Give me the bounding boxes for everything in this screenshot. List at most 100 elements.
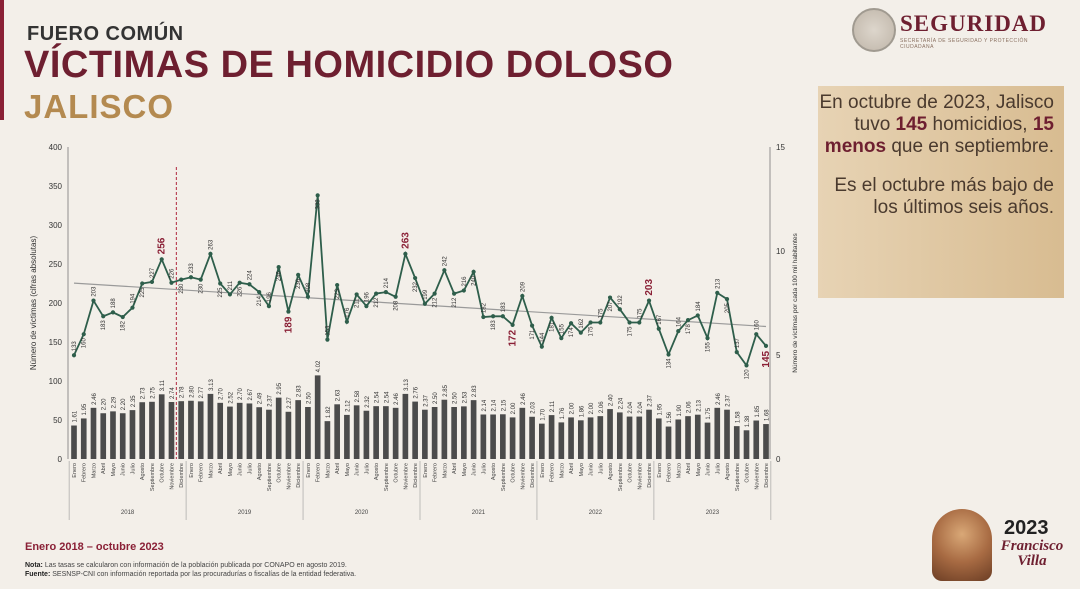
rate-bar: [207, 393, 214, 459]
rate-bar: [607, 409, 613, 459]
month-tick-label: Febrero: [82, 463, 88, 482]
rate-bar-label: 2.54: [375, 391, 381, 403]
rate-bar-label: 2.06: [687, 401, 693, 413]
point-label: 230: [199, 283, 205, 294]
rate-bar-label: 2.54: [384, 391, 390, 403]
absolute-point: [305, 294, 311, 299]
absolute-point: [481, 314, 486, 320]
rate-bar-label: 2.49: [258, 392, 264, 404]
rate-bar-label: 2.52: [228, 391, 234, 403]
point-label: 246: [277, 270, 283, 281]
month-tick-label: Julio: [130, 463, 136, 474]
rate-bar: [295, 400, 301, 459]
point-label: 167: [657, 314, 663, 325]
rate-bar-label: 3.13: [209, 379, 215, 391]
absolute-point: [432, 291, 437, 296]
month-tick-label: Octubre: [745, 463, 751, 483]
rate-bar-label: 2.00: [589, 402, 595, 414]
rate-bar-label: 2.77: [199, 386, 205, 398]
point-label: 216: [462, 276, 468, 287]
rate-bar-label: 1.76: [560, 407, 566, 419]
month-tick-label: Junio: [121, 463, 127, 476]
point-label: 181: [550, 321, 556, 332]
rate-bar-label: 2.46: [716, 392, 722, 404]
rate-bar: [548, 415, 555, 459]
absolute-point: [383, 289, 388, 295]
highlight-label: 256: [157, 237, 168, 254]
point-label: 240: [472, 275, 478, 286]
absolute-point: [296, 272, 301, 278]
rate-bar-label: 1.38: [745, 415, 751, 427]
month-tick-label: Mayo: [345, 463, 351, 476]
rate-bar-label: 4.02: [316, 360, 322, 372]
rate-bar: [704, 422, 711, 459]
rate-bar-label: 2.95: [277, 382, 283, 394]
absolute-point: [744, 363, 749, 368]
rate-bar: [178, 401, 185, 459]
month-tick-label: Abril: [569, 463, 575, 474]
state-name: JALISCO: [24, 88, 175, 125]
absolute-point: [627, 320, 632, 325]
rate-bar: [197, 401, 204, 459]
month-tick-label: Septiembre: [735, 463, 741, 491]
month-tick-label: Agosto: [257, 463, 263, 480]
point-label: 133: [72, 341, 78, 352]
month-tick-label: Octubre: [628, 463, 634, 483]
rate-bar-label: 2.15: [501, 399, 507, 411]
homicide-chart: 0 50 100 150 200 250 300 350 400 0 5 10 15 Número de …: [29, 143, 799, 520]
point-label: 155: [706, 341, 712, 352]
point-label: 192: [618, 295, 624, 306]
rate-bar-label: 2.74: [170, 387, 176, 399]
rate-bar-label: 2.83: [297, 385, 303, 397]
point-label: 144: [540, 332, 546, 343]
point-label: 176: [345, 307, 351, 318]
point-label: 164: [676, 316, 682, 327]
rate-bar-label: 2.20: [121, 398, 127, 410]
point-label: 212: [433, 297, 439, 308]
rate-bar-label: 2.73: [141, 387, 147, 399]
rate-bar: [675, 419, 682, 459]
point-label: 199: [423, 289, 429, 300]
rate-bar-label: 2.06: [599, 401, 605, 413]
left-tick-label: 0: [58, 455, 63, 464]
absolute-point: [598, 320, 603, 325]
rate-bar-label: 2.27: [287, 396, 293, 408]
absolute-point: [559, 336, 564, 341]
rate-bar: [353, 405, 360, 459]
month-tick-label: Enero: [423, 463, 429, 478]
rate-bar-label: 2.53: [462, 391, 468, 403]
rate-bar-label: 2.83: [472, 385, 478, 397]
callout-difference: 15 menos: [824, 114, 1054, 157]
rate-bar: [217, 402, 224, 459]
y-right-label: Número de víctimas por cada 100 mil habi…: [792, 233, 799, 373]
month-tick-label: Febrero: [550, 463, 556, 482]
rate-bar-label: 2.00: [511, 402, 517, 414]
rate-bar-label: 2.37: [726, 394, 732, 406]
left-tick-label: 300: [49, 221, 63, 230]
rate-bar-label: 1.95: [657, 403, 663, 415]
absolute-point: [179, 277, 184, 282]
rate-bar-label: 2.40: [609, 394, 615, 406]
absolute-point: [471, 269, 476, 274]
month-tick-label: Marzo: [91, 463, 97, 478]
rate-bar: [275, 397, 282, 459]
rate-bar-label: 1.61: [73, 410, 79, 422]
rate-bar-label: 2.20: [102, 398, 108, 410]
callout-october-value: 145: [895, 114, 928, 135]
rate-bar: [149, 401, 155, 459]
absolute-point: [422, 301, 427, 306]
footer-note: Nota: Las tasas se calcularon con inform…: [25, 562, 357, 578]
rate-bar: [461, 406, 467, 459]
absolute-point: [227, 292, 233, 297]
rate-bar: [509, 417, 516, 459]
absolute-point: [354, 292, 359, 297]
point-label: 225: [218, 287, 224, 298]
rate-bar-label: 2.37: [267, 394, 273, 406]
month-tick-label: Enero: [657, 463, 663, 478]
rate-bar: [441, 399, 448, 459]
rate-bar: [236, 402, 243, 459]
point-label: 160: [82, 338, 88, 349]
point-label: 208: [394, 300, 400, 311]
rate-bar: [139, 402, 146, 459]
month-tick-label: Agosto: [140, 463, 146, 480]
